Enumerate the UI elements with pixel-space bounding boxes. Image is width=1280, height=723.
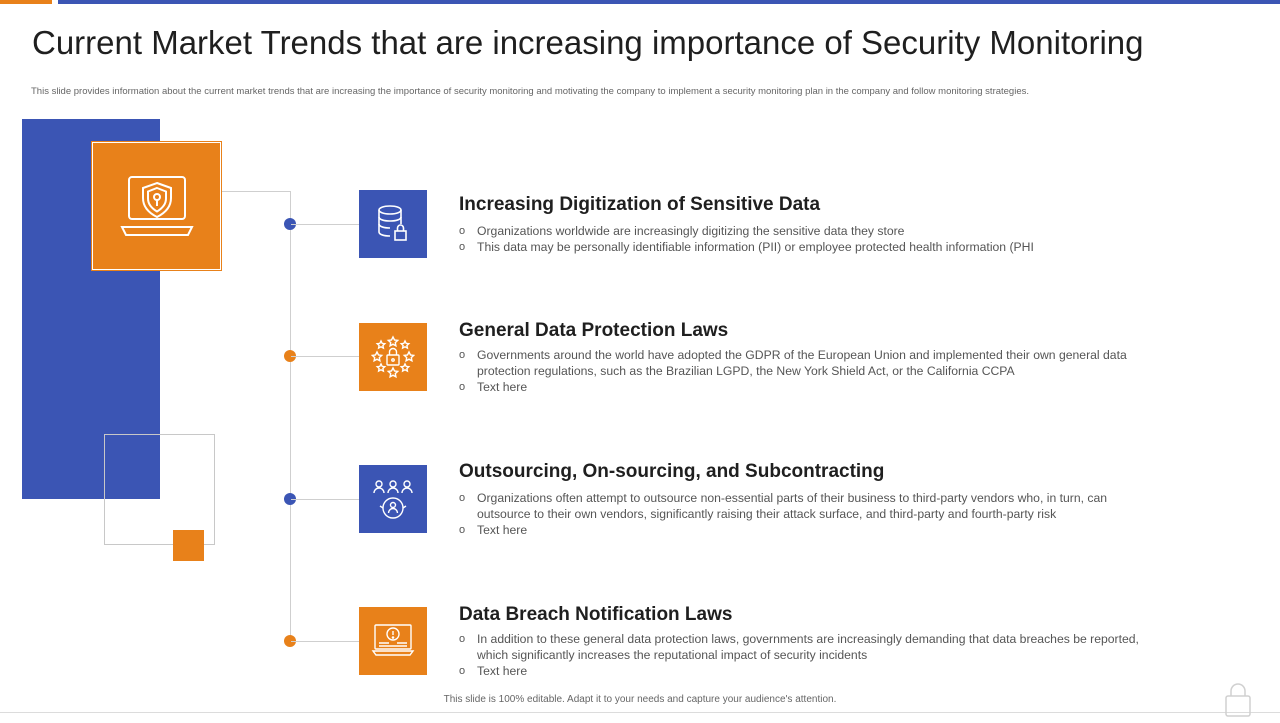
decorative-orange-square (173, 530, 204, 561)
database-lock-icon (378, 205, 407, 241)
item-title: Data Breach Notification Laws (459, 604, 733, 625)
bullet-text: Organizations often attempt to outsource… (459, 490, 1159, 522)
timeline-branch (291, 356, 359, 357)
item-icon-box (359, 190, 427, 258)
item-title: General Data Protection Laws (459, 320, 729, 341)
timeline-dot (284, 350, 296, 362)
top-accent-orange (0, 0, 52, 4)
footer-divider (0, 712, 1280, 713)
item-bullets: Organizations worldwide are increasingly… (459, 223, 1159, 255)
timeline-dot (284, 493, 296, 505)
bullet-text: Text here (459, 522, 1159, 538)
timeline-dot (284, 218, 296, 230)
bullet-text: In addition to these general data protec… (459, 631, 1159, 663)
item-title: Outsourcing, On-sourcing, and Subcontrac… (459, 461, 885, 482)
timeline-dot (284, 635, 296, 647)
page-subtitle: This slide provides information about th… (31, 86, 1030, 97)
lock-icon (1224, 682, 1252, 723)
laptop-shield-icon (119, 176, 194, 236)
item-title: Increasing Digitization of Sensitive Dat… (459, 194, 821, 215)
item-bullets: Organizations often attempt to outsource… (459, 490, 1159, 538)
people-network-icon (373, 480, 413, 519)
bullet-text: Governments around the world have adopte… (459, 347, 1159, 379)
timeline-branch (291, 499, 359, 500)
decorative-outline-box (104, 434, 215, 545)
item-bullets: In addition to these general data protec… (459, 631, 1159, 679)
alert-monitor-icon (371, 624, 415, 656)
timeline-branch (291, 641, 359, 642)
timeline-line (290, 191, 291, 641)
bullet-text: Organizations worldwide are increasingly… (459, 223, 1159, 239)
item-bullets: Governments around the world have adopte… (459, 347, 1159, 395)
item-icon-box (359, 323, 427, 391)
footer-note: This slide is 100% editable. Adapt it to… (443, 694, 837, 705)
item-icon-box (359, 465, 427, 533)
eu-stars-lock-icon (371, 335, 415, 379)
bullet-text: Text here (459, 663, 1159, 679)
page-title: Current Market Trends that are increasin… (32, 24, 1144, 61)
item-icon-box (359, 607, 427, 675)
hero-icon-box (91, 141, 222, 271)
top-accent-blue (58, 0, 1280, 4)
timeline-branch (291, 224, 359, 225)
hero-connector (222, 191, 291, 192)
bullet-text: This data may be personally identifiable… (459, 239, 1159, 255)
bullet-text: Text here (459, 379, 1159, 395)
